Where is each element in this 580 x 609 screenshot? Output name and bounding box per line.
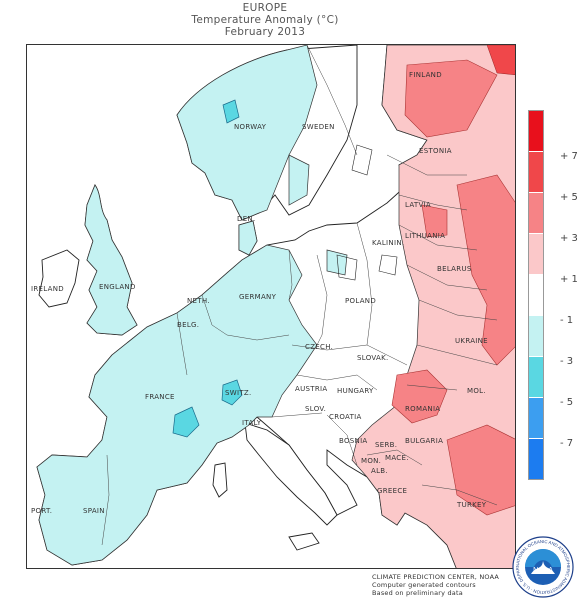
country-label-estonia: ESTONIA (419, 147, 452, 155)
legend-swatch (529, 316, 543, 357)
legend-swatch (529, 398, 543, 439)
country-label-moldova: MOL. (467, 387, 486, 395)
country-label-hungary: HUNGARY (337, 387, 374, 395)
country-label-romania: ROMANIA (405, 405, 441, 413)
logo-text: NOAA (533, 567, 553, 574)
country-label-lithuania: LITHUANIA (405, 232, 446, 240)
country-label-slovakia: SLOVAK. (357, 354, 389, 362)
country-label-kaliningrad: KALININ. (372, 239, 405, 247)
color-legend (528, 110, 544, 480)
strong-cold-zones (172, 99, 243, 438)
country-label-belarus: BELARUS (437, 265, 472, 273)
map-title: EUROPE Temperature Anomaly (°C) February… (0, 2, 530, 38)
legend-tick: + 5 (560, 192, 578, 203)
country-label-czech: CZECH. (305, 343, 334, 351)
legend-swatch (529, 439, 543, 479)
credit-line-3: Based on preliminary data (372, 589, 463, 597)
legend-tick: - 1 (560, 315, 574, 326)
country-label-albania: ALB. (371, 467, 388, 475)
credit-block: CLIMATE PREDICTION CENTER, NOAA Computer… (372, 573, 499, 597)
country-label-slovenia: SLOV. (305, 405, 327, 413)
country-label-montenegro: MON. (361, 457, 382, 465)
country-label-italy: ITALY (242, 419, 262, 427)
title-region: EUROPE (242, 2, 288, 14)
anomaly-map (36, 45, 515, 568)
credit-line-1: CLIMATE PREDICTION CENTER, NOAA (372, 573, 500, 581)
country-label-portugal: PORT. (31, 507, 53, 515)
country-label-ireland: IRELAND (31, 285, 64, 293)
country-borders (101, 45, 498, 546)
cold-anomaly-zones (36, 45, 348, 566)
legend-swatch (529, 275, 543, 316)
country-label-poland: POLAND (345, 297, 377, 305)
country-label-netherlands: NETH. (187, 297, 210, 305)
country-label-norway: NORWAY (234, 123, 267, 131)
legend-swatch (529, 111, 543, 152)
legend-tick: - 3 (560, 356, 574, 367)
legend-tick: + 3 (560, 233, 578, 244)
country-label-latvia: LATVIA (405, 201, 432, 209)
country-label-ukraine: UKRAINE (455, 337, 488, 345)
legend-swatch (529, 234, 543, 275)
hottest-zones (486, 45, 515, 76)
country-label-greece: GREECE (377, 487, 408, 495)
country-label-spain: SPAIN (83, 507, 105, 515)
country-label-bulgaria: BULGARIA (405, 437, 444, 445)
noaa-logo: NOAA NATIONAL OCEANIC AND ATMOSPHERIC AD… (512, 536, 574, 598)
legend-swatch (529, 152, 543, 193)
legend-swatch (529, 193, 543, 234)
country-label-finland: FINLAND (409, 71, 442, 79)
country-label-england: ENGLAND (99, 283, 136, 291)
legend-swatch (529, 357, 543, 398)
legend-tick: - 5 (560, 397, 574, 408)
country-label-germany: GERMANY (239, 293, 277, 301)
map-frame: FINLAND NORWAY SWEDEN ESTONIA LATVIA LIT… (26, 44, 516, 569)
country-label-austria: AUSTRIA (295, 385, 328, 393)
credit-line-2: Computer generated contours (372, 581, 476, 589)
country-label-turkey: TURKEY (457, 501, 487, 509)
legend-tick: + 7 (560, 151, 578, 162)
country-label-croatia: CROATIA (329, 413, 362, 421)
lake-outlines (336, 144, 398, 281)
country-label-serbia: SERB. (375, 441, 398, 449)
legend-tick: - 7 (560, 438, 574, 449)
legend-tick: + 1 (560, 274, 578, 285)
country-label-switzerland: SWITZ. (225, 389, 252, 397)
country-label-france: FRANCE (145, 393, 175, 401)
title-quantity: Temperature Anomaly (°C) (191, 14, 339, 26)
country-label-macedonia: MACE. (385, 454, 409, 462)
country-label-denmark: DEN. (237, 215, 256, 223)
country-label-belgium: BELG. (177, 321, 200, 329)
country-label-bosnia: BOSNIA (339, 437, 368, 445)
title-period: February 2013 (224, 26, 306, 38)
country-label-sweden: SWEDEN (302, 123, 335, 131)
